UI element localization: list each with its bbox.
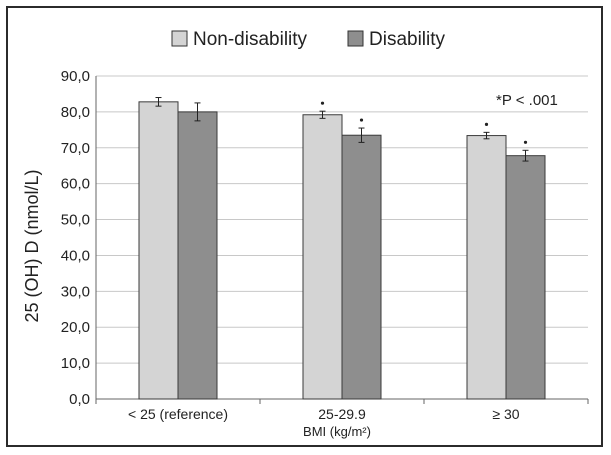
y-tick-label: 30,0 xyxy=(61,283,90,300)
y-tick-label: 80,0 xyxy=(61,104,90,121)
legend-label-non-disability: Non-disability xyxy=(193,29,308,50)
y-tick-label: 50,0 xyxy=(61,212,90,229)
y-tick-label: 70,0 xyxy=(61,140,90,157)
y-axis-title: 25 (OH) D (nmol/L) xyxy=(22,169,42,322)
y-tick-label: 60,0 xyxy=(61,176,90,193)
y-tick-label: 40,0 xyxy=(61,247,90,264)
bar-non-disability xyxy=(302,114,343,400)
y-tick-label: 0,0 xyxy=(69,391,90,408)
bar-non-disability xyxy=(466,135,507,400)
bar-disability xyxy=(505,155,546,400)
legend-swatch-non-disability xyxy=(171,30,188,47)
x-category-label: ≥ 30 xyxy=(492,406,519,422)
y-tick-label: 20,0 xyxy=(61,319,90,336)
significance-marker xyxy=(320,101,325,105)
plot-area: 0,0 10,0 20,0 30,0 40,0 50,0 60,0 70,0 80,0 90,0 <… xyxy=(61,68,589,422)
x-category-label: < 25 (reference) xyxy=(128,406,228,422)
y-tick-label: 90,0 xyxy=(61,68,90,85)
bar-disability xyxy=(341,134,382,400)
x-category-label: 25-29.9 xyxy=(318,406,366,422)
bar-non-disability xyxy=(138,101,179,400)
significance-marker xyxy=(359,118,364,122)
y-tick-label: 10,0 xyxy=(61,355,90,372)
legend: Non-disability Disability xyxy=(171,29,446,50)
significance-note: *P < .001 xyxy=(496,92,558,109)
x-axis-title: BMI (kg/m²) xyxy=(303,424,371,439)
significance-marker xyxy=(523,140,528,144)
legend-label-disability: Disability xyxy=(369,29,446,50)
significance-marker xyxy=(484,122,489,126)
bar-disability xyxy=(177,111,218,400)
legend-swatch-disability xyxy=(347,30,364,47)
